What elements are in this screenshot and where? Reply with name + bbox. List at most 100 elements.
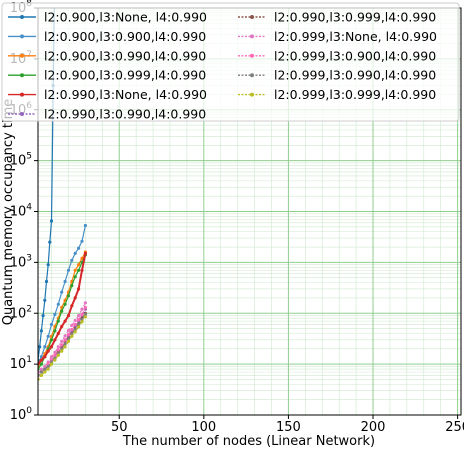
data-point	[60, 290, 64, 294]
data-point	[77, 325, 81, 329]
data-point	[73, 251, 77, 255]
legend-label: l2:0.990,l3:0.990,l4:0.990	[44, 107, 206, 122]
legend-marker	[250, 92, 254, 97]
data-point	[46, 367, 50, 371]
data-point	[38, 345, 42, 349]
data-point	[48, 240, 52, 244]
data-point	[80, 312, 84, 316]
data-point	[63, 319, 67, 323]
data-point	[63, 279, 67, 284]
legend-label: l2:0.900,l3:0.990,l4:0.990	[44, 48, 206, 63]
data-point	[43, 355, 47, 359]
legend-marker	[250, 15, 254, 19]
legend-label: l2:0.999,l3:0.999,l4:0.990	[274, 87, 436, 102]
legend-label: l2:0.990,l3:0.999,l4:0.990	[274, 10, 436, 25]
data-point	[60, 339, 64, 343]
legend-item: l2:0.999,l3:0.999,l4:0.990	[238, 87, 436, 102]
data-point	[49, 322, 54, 327]
data-point	[43, 298, 47, 302]
data-point	[43, 345, 47, 349]
data-point	[46, 334, 50, 338]
data-point	[66, 328, 71, 332]
x-tick-label: 150	[276, 420, 301, 435]
data-point	[56, 319, 60, 323]
legend-item: l2:0.999,l3:0.900,l4:0.990	[238, 48, 436, 63]
data-point	[73, 268, 77, 272]
data-point	[60, 349, 64, 353]
data-point	[70, 304, 74, 308]
data-point	[63, 345, 67, 349]
y-axis-title: Quantum memory occupancy time	[1, 99, 16, 326]
y-tick-label: 102	[10, 304, 32, 321]
data-point	[53, 329, 57, 333]
data-point	[46, 263, 50, 267]
data-point	[73, 322, 77, 327]
data-point	[49, 219, 54, 223]
data-point	[43, 367, 47, 371]
data-point	[46, 364, 50, 369]
data-point	[39, 373, 44, 377]
y-tick-label: 103	[10, 253, 32, 270]
data-point	[60, 324, 64, 329]
legend-item: l2:0.990,l3:0.990,l4:0.990	[8, 107, 206, 122]
data-point	[80, 256, 84, 260]
legend-marker	[20, 73, 24, 78]
data-point	[83, 312, 87, 316]
legend-label: l2:0.900,l3:0.900,l4:0.990	[44, 29, 206, 44]
legend-label: l2:0.990,l3:None, l4:0.990	[44, 87, 207, 102]
data-point	[56, 345, 60, 349]
data-point	[56, 302, 60, 306]
data-point	[63, 342, 67, 346]
data-point	[49, 338, 54, 342]
data-point	[44, 279, 49, 284]
data-point	[41, 314, 45, 318]
y-tick-label: 104	[10, 203, 33, 220]
data-point	[66, 314, 71, 318]
y-tick-label: 105	[10, 152, 32, 169]
data-point	[70, 258, 74, 262]
data-point	[73, 330, 77, 334]
data-point	[66, 333, 71, 337]
x-tick-label: 250	[445, 420, 464, 435]
data-point	[49, 362, 54, 366]
legend-label: l2:0.999,l3:0.990,l4:0.990	[274, 68, 436, 83]
data-point	[63, 302, 67, 306]
legend-marker	[20, 53, 24, 58]
data-point	[77, 268, 81, 272]
data-point	[70, 284, 74, 288]
data-point	[80, 320, 84, 324]
data-point	[63, 334, 67, 338]
legend-item: l2:0.999,l3:None, l4:0.990	[238, 29, 437, 44]
data-point	[80, 239, 84, 243]
data-point	[73, 275, 77, 279]
data-point	[53, 353, 57, 357]
legend-box	[1, 2, 460, 122]
data-point	[53, 358, 57, 362]
data-point	[39, 370, 44, 374]
legend: l2:0.900,l3:None, l4:0.990 l2:0.900,l3:0.…	[1, 2, 460, 122]
legend-item: l2:0.990,l3:None, l4:0.990	[8, 87, 207, 102]
data-point	[70, 327, 74, 332]
data-point	[70, 323, 74, 327]
data-point	[49, 345, 54, 349]
legend-label: l2:0.999,l3:0.900,l4:0.990	[274, 48, 436, 63]
data-point	[56, 331, 60, 336]
data-point	[77, 246, 81, 250]
data-point	[60, 309, 64, 313]
x-tick-label: 100	[191, 420, 216, 435]
data-point	[77, 287, 81, 291]
legend-marker	[250, 73, 254, 78]
legend-marker	[250, 34, 254, 39]
series-5	[38, 251, 87, 366]
data-point	[60, 343, 64, 347]
data-point	[80, 307, 84, 311]
x-axis-title: The number of nodes (Linear Network)	[122, 434, 375, 449]
data-point	[56, 348, 60, 352]
data-point	[83, 301, 87, 305]
legend-marker	[20, 92, 24, 97]
data-point	[46, 349, 50, 353]
legend-item: l2:0.999,l3:0.990,l4:0.990	[238, 68, 436, 83]
legend-label: l2:0.900,l3:None, l4:0.990	[44, 10, 207, 25]
legend-item: l2:0.900,l3:0.900,l4:0.990	[8, 29, 206, 44]
